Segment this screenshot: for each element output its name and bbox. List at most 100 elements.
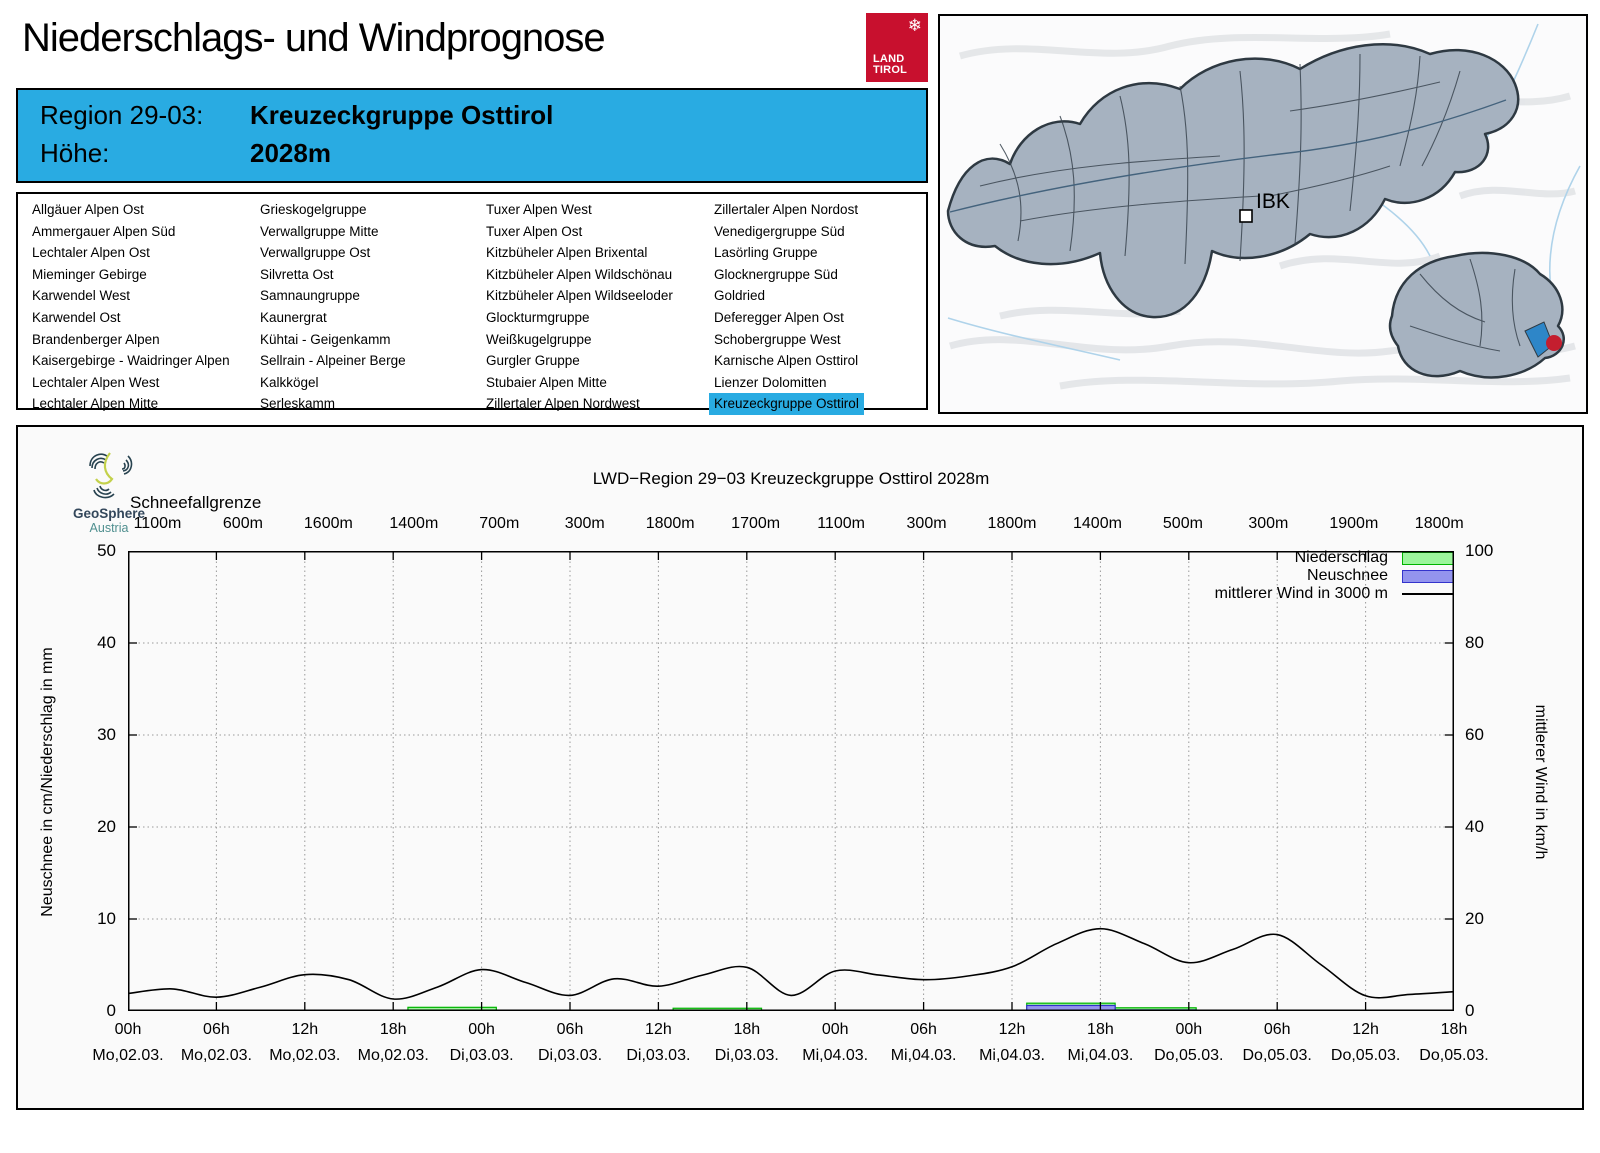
snowline-value: 300m	[906, 515, 947, 532]
x-tick-date: Di,03.03.	[714, 1047, 779, 1064]
region-item[interactable]: Kaisergebirge - Waidringer Alpen	[32, 353, 230, 369]
region-item[interactable]: Karnische Alpen Osttirol	[714, 353, 859, 369]
land-tirol-logo: ❄ LAND TIROL	[866, 13, 928, 82]
snowline-value: 1400m	[1072, 515, 1122, 532]
region-item[interactable]: Lasörling Gruppe	[714, 245, 818, 261]
region-item[interactable]: Goldried	[714, 288, 766, 304]
region-item[interactable]: Kitzbüheler Alpen Wildschönau	[486, 266, 673, 282]
region-item[interactable]: Glocknergruppe Süd	[714, 266, 838, 282]
region-item[interactable]: Lechtaler Alpen Mitte	[32, 396, 159, 412]
region-item[interactable]: Silvretta Ost	[260, 266, 334, 282]
region-item[interactable]: Zillertaler Alpen Nordost	[714, 202, 859, 217]
y-right-tick: 20	[1465, 909, 1484, 928]
region-item[interactable]: Verwallgruppe Mitte	[260, 223, 379, 239]
region-item[interactable]: Serleskamm	[260, 396, 336, 412]
region-item[interactable]: Karwendel West	[32, 288, 131, 304]
region-item[interactable]: Deferegger Alpen Ost	[714, 309, 844, 325]
x-tick-date: Do,05.03.	[1419, 1047, 1489, 1064]
snowline-value: 600m	[222, 515, 263, 532]
x-tick-date: Di,03.03.	[537, 1047, 603, 1064]
region-item[interactable]: Venedigergruppe Süd	[714, 223, 845, 239]
snowline-value: 1800m	[1414, 515, 1464, 532]
x-tick-date: Mi,04.03.	[890, 1047, 957, 1064]
region-item[interactable]: Stubaier Alpen Mitte	[486, 374, 607, 390]
snowline-value: 1700m	[731, 515, 781, 532]
region-item[interactable]: Glockturmgruppe	[486, 309, 590, 325]
region-list: Allgäuer Alpen Ost Ammergauer Alpen Süd Le…	[16, 192, 928, 415]
snowline-value: 700m	[479, 515, 520, 532]
region-item[interactable]: Kitzbüheler Alpen Wildseeloder	[486, 288, 673, 304]
x-tick-date: Mo,02.03.	[269, 1047, 341, 1064]
region-item[interactable]: Ammergauer Alpen Süd	[32, 223, 176, 239]
snowline-label: Schneefallgrenze	[130, 493, 262, 512]
map-east-tirol[interactable]	[1388, 251, 1565, 379]
snowline-value: 1100m	[133, 515, 182, 532]
altitude-label: Höhe:	[40, 138, 110, 168]
snowline-value: 1100m	[817, 515, 865, 532]
region-item[interactable]: Zillertaler Alpen Nordwest	[486, 396, 640, 412]
region-item[interactable]: Lechtaler Alpen Ost	[32, 245, 150, 261]
x-tick-date: Di,03.03.	[626, 1047, 691, 1064]
y-left-tick: 50	[97, 541, 116, 560]
snowline-value: 1900m	[1329, 515, 1379, 532]
x-tick-time: 00h	[114, 1021, 142, 1038]
snowline-value: 300m	[1248, 515, 1289, 532]
ibk-label: IBK	[1256, 190, 1290, 213]
legend-row: Neuschnee	[918, 567, 1454, 585]
x-tick-time: 06h	[556, 1021, 584, 1038]
x-tick-time: 00h	[1175, 1021, 1203, 1038]
x-tick-time: 06h	[203, 1021, 230, 1038]
tirol-map-svg[interactable]: IBK	[940, 16, 1582, 408]
region-item[interactable]: Kalkkögel	[260, 374, 319, 390]
snowline-value: 1800m	[987, 515, 1037, 532]
y-axis-label-right: mittlerer Wind in km/h	[1532, 704, 1549, 860]
region-item[interactable]: Gurgler Gruppe	[486, 353, 580, 369]
region-item[interactable]: Allgäuer Alpen Ost	[32, 202, 144, 217]
region-item[interactable]: Lienzer Dolomitten	[714, 374, 827, 390]
region-item[interactable]: Grieskogelgruppe	[260, 202, 367, 217]
altitude-value: 2028m	[250, 138, 331, 168]
region-item[interactable]: Kreuzeckgruppe Osttirol	[709, 393, 864, 415]
region-item[interactable]: Kitzbüheler Alpen Brixental	[486, 245, 648, 261]
region-item[interactable]: Kaunergrat	[260, 309, 327, 325]
region-item[interactable]: Weißkugelgruppe	[486, 331, 592, 347]
x-tick-time: 12h	[291, 1021, 319, 1038]
x-tick-date: Mo,02.03.	[180, 1047, 252, 1064]
region-item[interactable]: Brandenberger Alpen	[32, 331, 160, 347]
y-left-tick: 10	[97, 909, 116, 928]
x-tick-time: 06h	[910, 1021, 937, 1038]
y-left-tick: 20	[97, 817, 116, 836]
x-tick-time: 12h	[998, 1021, 1026, 1038]
region-header-box: Region 29-03: Kreuzeckgruppe Osttirol Hö…	[16, 88, 928, 183]
map-north-tirol[interactable]	[946, 43, 1520, 319]
selected-region-dot	[1546, 335, 1562, 351]
region-item[interactable]: Sellrain - Alpeiner Berge	[260, 353, 406, 369]
x-tick-time: 12h	[645, 1021, 672, 1038]
region-item[interactable]: Karwendel Ost	[32, 309, 121, 325]
snowline-value: 1600m	[303, 515, 353, 532]
x-tick-date: Do,05.03.	[1242, 1047, 1312, 1064]
region-item[interactable]: Lechtaler Alpen West	[32, 374, 160, 390]
snowline-value: 1400m	[389, 515, 439, 532]
region-item[interactable]: Tuxer Alpen West	[486, 202, 592, 217]
region-item[interactable]: Kühtai - Geigenkamm	[260, 331, 391, 347]
snowflake-icon: ❄	[907, 16, 922, 35]
geosphere-logo: GeoSphere Austria	[54, 449, 164, 535]
y-left-tick: 30	[97, 725, 116, 744]
forecast-chart-panel: GeoSphere Austria LWD−Region 29−03 Kreuz…	[16, 425, 1584, 1110]
geosphere-logo-icon	[89, 452, 133, 499]
region-item[interactable]: Samnaungruppe	[260, 288, 360, 304]
plot-area	[128, 551, 1454, 1011]
x-tick-date: Mi,04.03.	[1067, 1047, 1134, 1064]
region-item[interactable]: Tuxer Alpen Ost	[486, 223, 583, 239]
x-tick-date: Di,03.03.	[449, 1047, 514, 1064]
region-label: Region 29-03:	[40, 100, 204, 130]
y-right-tick: 40	[1465, 817, 1484, 836]
snowline-value: 1800m	[645, 515, 695, 532]
x-tick-date: Mo,02.03.	[357, 1047, 429, 1064]
region-item[interactable]: Verwallgruppe Ost	[260, 245, 371, 261]
tirol-map[interactable]: IBK	[938, 14, 1588, 414]
region-item[interactable]: Mieminger Gebirge	[32, 266, 147, 282]
map-region-borders-east	[1409, 258, 1521, 352]
region-item[interactable]: Schobergruppe West	[714, 331, 841, 347]
